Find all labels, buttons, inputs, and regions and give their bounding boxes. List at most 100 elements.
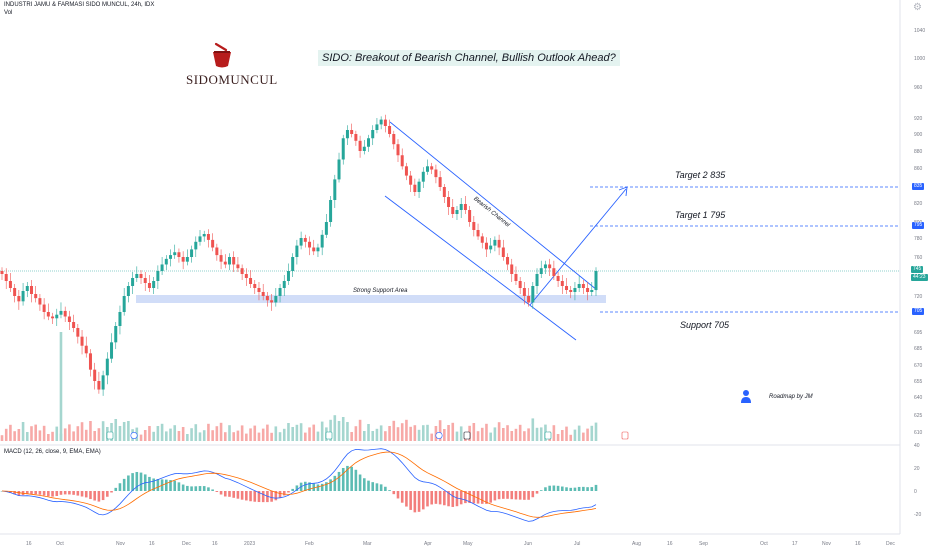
volume-bar (118, 426, 122, 441)
volume-bar (565, 426, 568, 441)
split-marker[interactable] (463, 431, 471, 440)
volume-bar (316, 431, 320, 441)
macd-histogram-bar (181, 484, 185, 491)
support-label: Support 705 (680, 320, 730, 330)
candle-body (480, 236, 484, 243)
macd-histogram-bar (476, 491, 480, 504)
volume-bar (51, 431, 54, 441)
candle-body (472, 222, 476, 230)
macd-histogram-bar (455, 491, 459, 507)
time-axis-tick: Nov (116, 541, 125, 547)
candle-body (316, 247, 320, 252)
macd-histogram-bar (274, 491, 278, 501)
macd-histogram-bar (485, 491, 488, 504)
macd-histogram-bar (379, 484, 383, 491)
volume-bar (455, 431, 459, 441)
volume-group (0, 332, 598, 441)
macd-histogram-bar (560, 486, 564, 491)
candles-group (0, 114, 598, 396)
candle-body (358, 140, 362, 151)
volume-bar (388, 426, 391, 441)
volume-bar (514, 428, 518, 441)
macd-histogram-bar (565, 487, 568, 491)
candle-body (514, 274, 518, 281)
volume-bar (539, 427, 543, 441)
macd-histogram-bar (577, 486, 581, 491)
candle-body (34, 294, 38, 299)
volume-bar (304, 432, 307, 441)
macd-histogram-bar (430, 491, 434, 505)
candle-body (308, 241, 312, 248)
candle-body (400, 155, 404, 167)
volume-bar (261, 428, 265, 441)
time-axis-tick: Jun (524, 541, 532, 547)
macd-histogram-bar (249, 491, 252, 502)
volume-bar (299, 423, 303, 441)
candle-body (312, 247, 316, 252)
dividend-marker[interactable] (130, 431, 138, 439)
candle-body (282, 281, 286, 288)
candle-body (493, 239, 497, 246)
volume-bar (4, 428, 8, 441)
dividend-marker[interactable] (435, 431, 443, 439)
macd-histogram-bar (72, 491, 75, 495)
earnings-marker[interactable] (106, 431, 114, 440)
volume-bar (417, 429, 421, 441)
volume-bar (320, 421, 324, 441)
time-axis: 16 Oct Nov 16 Dec 16 2023 Feb Mar Apr May Jun Jul Aug… (26, 541, 895, 547)
macd-histogram-bar (358, 474, 362, 491)
volume-bar (384, 431, 387, 441)
macd-histogram-bar (506, 491, 509, 499)
candle-body (97, 381, 101, 390)
volume-bar (139, 434, 143, 441)
macd-histogram-bar (514, 491, 518, 500)
settings-gear-icon[interactable]: ⚙ (913, 2, 922, 13)
volume-bar (34, 424, 38, 441)
macd-histogram-bar (518, 491, 522, 500)
macd-histogram-bar (207, 487, 210, 491)
volume-bar (101, 421, 105, 441)
volume-bar (573, 429, 577, 441)
candle-body (506, 257, 510, 265)
candle-body (489, 245, 493, 250)
volume-bar (443, 429, 446, 441)
candle-body (341, 138, 345, 160)
volume-bar (114, 419, 118, 441)
candle-body (388, 126, 392, 134)
volume-bar (582, 432, 585, 441)
earnings-marker[interactable] (544, 431, 552, 440)
macd-histogram-bar (531, 491, 535, 498)
volume-bar (122, 422, 126, 441)
candle-body (404, 166, 408, 176)
volume-bar (282, 428, 286, 441)
macd-histogram-bar (346, 465, 349, 491)
volume-bar (430, 433, 434, 441)
earnings-marker[interactable] (325, 431, 333, 440)
macd-histogram-bar (245, 491, 248, 501)
upcoming-earnings-marker[interactable] (621, 431, 629, 440)
time-axis-tick: 16 (855, 541, 861, 547)
signal-line (1, 451, 597, 518)
macd-histogram-bar (417, 491, 421, 512)
candle-body (76, 328, 80, 337)
candle-body (573, 288, 577, 292)
volume-bar (97, 428, 101, 441)
candle-body (38, 298, 42, 305)
macd-histogram-bar (320, 483, 324, 491)
macd-histogram-bar (202, 486, 206, 491)
volume-bar (329, 419, 332, 441)
price-axis-tick: 780 (914, 236, 923, 242)
macd-histogram-bar (17, 491, 21, 496)
macd-histogram-bar (325, 482, 328, 491)
macd-histogram-bar (215, 491, 219, 492)
macd-histogram-bar (367, 480, 370, 491)
candle-body (565, 286, 569, 290)
volume-bar (426, 424, 429, 441)
candle-body (270, 300, 274, 303)
macd-histogram-bar (333, 475, 337, 491)
candle-body (84, 345, 88, 354)
macd-histogram-bar (341, 467, 345, 491)
candle-body (131, 278, 135, 286)
candle-body (110, 342, 114, 359)
volume-bar (232, 432, 236, 441)
